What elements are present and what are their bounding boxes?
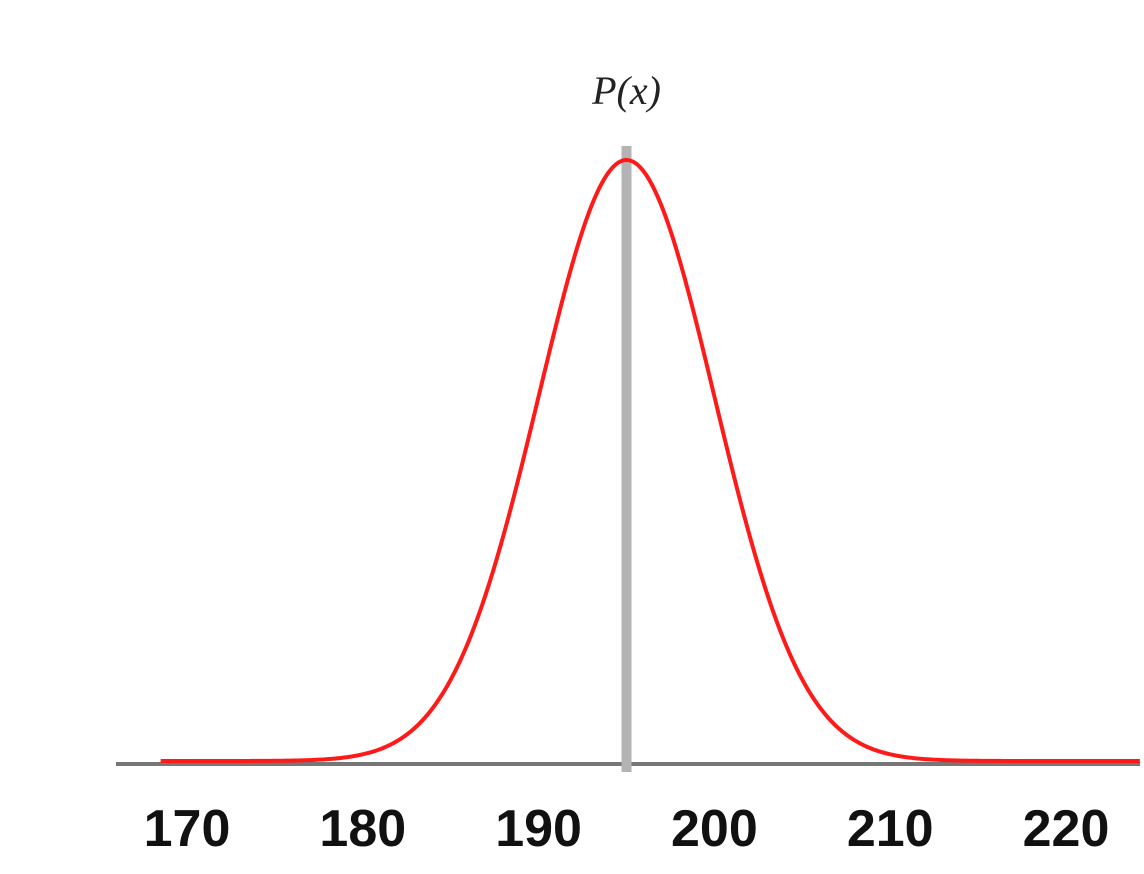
x-tick-label: 200 <box>671 800 758 858</box>
series-line-normal-curve <box>160 158 1140 763</box>
y-axis-label: P(x) <box>591 68 661 113</box>
x-tick-label: 220 <box>1023 800 1110 858</box>
x-tick-label: 190 <box>495 800 582 858</box>
x-tick-label: 170 <box>144 800 231 858</box>
x-tick-label: 210 <box>847 800 934 858</box>
x-tick-labels: 170 180 190 200 210 220 <box>144 800 1110 858</box>
x-tick-label: 180 <box>319 800 406 858</box>
